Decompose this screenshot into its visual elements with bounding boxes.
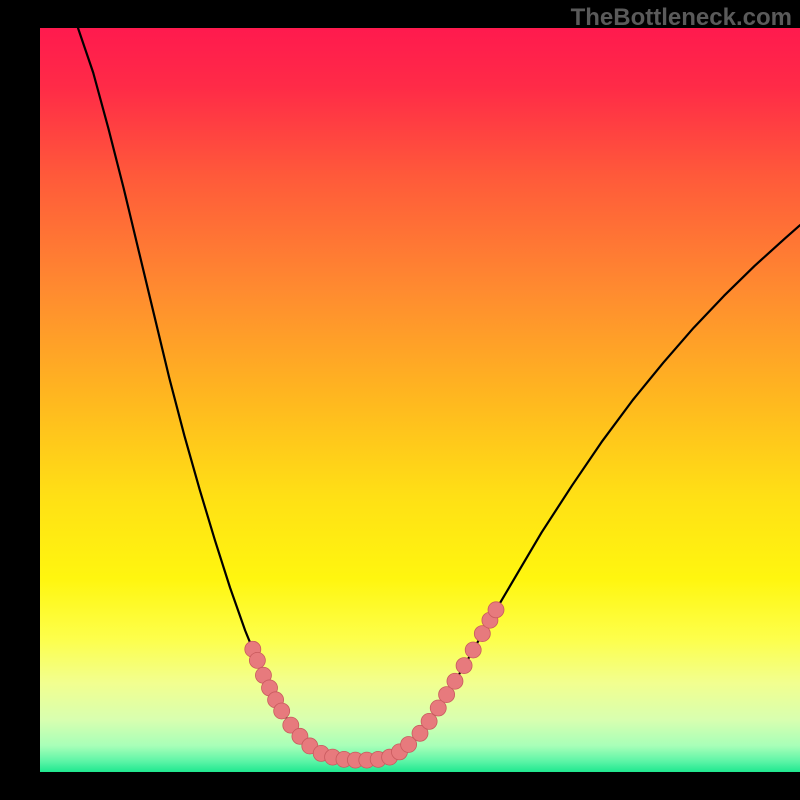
data-marker xyxy=(421,713,437,729)
data-marker xyxy=(249,652,265,668)
data-marker xyxy=(465,642,481,658)
plot-area xyxy=(40,28,800,772)
curve-path xyxy=(78,28,800,760)
chart-container: TheBottleneck.com xyxy=(0,0,800,800)
data-marker xyxy=(274,703,290,719)
data-marker xyxy=(488,602,504,618)
data-marker xyxy=(456,658,472,674)
data-marker xyxy=(447,673,463,689)
watermark-text: TheBottleneck.com xyxy=(571,4,792,32)
plot-svg xyxy=(40,28,800,772)
